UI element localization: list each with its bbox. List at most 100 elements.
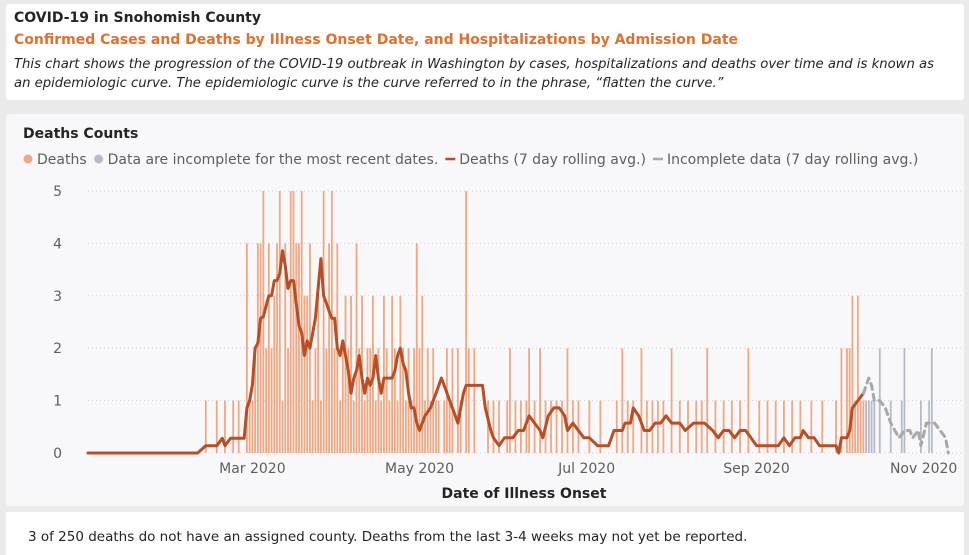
deaths-chart[interactable]: Deaths Counts Deaths Data are incomplete … <box>6 114 964 506</box>
death-bar <box>550 400 552 453</box>
death-bar <box>380 400 383 453</box>
y-tick-label: 4 <box>53 236 62 252</box>
page-subtitle: Confirmed Cases and Deaths by Illness On… <box>14 32 739 48</box>
death-bar <box>514 400 517 453</box>
legend-item: Data are incomplete for the most recent … <box>94 152 438 168</box>
death-bar <box>306 295 309 453</box>
death-bar <box>774 400 777 453</box>
death-bar <box>382 295 385 453</box>
y-axis: 0 1 2 3 4 5 <box>53 184 62 462</box>
death-bar <box>862 400 865 453</box>
death-bar <box>632 400 635 453</box>
death-bar <box>333 348 336 453</box>
incomplete-bar <box>920 400 922 453</box>
death-bar <box>418 348 421 453</box>
incomplete-rolling-avg-line <box>861 376 950 455</box>
death-bar <box>566 348 569 453</box>
death-bar <box>848 348 851 453</box>
x-tick-label: Jul 2020 <box>557 461 615 477</box>
death-bar <box>352 400 355 453</box>
death-bar <box>404 400 407 453</box>
death-bar <box>319 400 322 453</box>
legend-item: Deaths <box>23 152 87 168</box>
legend-label: Deaths <box>37 152 87 168</box>
death-bar <box>465 191 467 453</box>
death-bar <box>791 400 794 453</box>
death-bar <box>278 191 281 453</box>
death-bar <box>347 348 350 453</box>
death-bar <box>429 400 432 453</box>
footer-card: 3 of 250 deaths do not have an assigned … <box>6 512 964 555</box>
incomplete-bar <box>930 348 933 453</box>
chart-title: Deaths Counts <box>23 126 138 142</box>
legend-label: Incomplete data (7 day rolling avg.) <box>667 152 918 168</box>
death-bar <box>695 400 698 453</box>
death-bar <box>424 400 426 453</box>
death-bar <box>615 400 618 453</box>
death-bar <box>350 295 352 453</box>
death-bar <box>588 400 591 453</box>
death-bar <box>328 243 331 453</box>
page-title: COVID-19 in Snohomish County <box>14 10 261 26</box>
x-tick-label: May 2020 <box>385 461 454 477</box>
death-bar <box>487 400 489 453</box>
death-bar <box>385 348 388 453</box>
death-bar <box>706 348 709 453</box>
chart-description: This chart shows the progression of the … <box>14 57 934 91</box>
death-bar <box>232 400 235 453</box>
rolling-average-lines <box>86 249 950 455</box>
death-bar <box>322 191 325 453</box>
death-bar <box>374 400 377 453</box>
death-bar <box>366 348 369 453</box>
death-bar <box>325 348 328 453</box>
death-bar <box>224 400 226 453</box>
death-bar <box>539 348 541 453</box>
y-tick-label: 1 <box>53 394 62 410</box>
death-bar <box>284 243 287 453</box>
death-bar <box>265 348 267 453</box>
death-bar <box>722 400 725 453</box>
y-tick-label: 3 <box>53 289 62 305</box>
incomplete-bar <box>903 348 906 453</box>
death-bar <box>317 295 320 453</box>
death-bar <box>289 191 292 453</box>
death-bar <box>369 348 372 453</box>
death-bar <box>314 348 317 453</box>
death-bar <box>519 400 522 453</box>
death-bar <box>859 400 862 453</box>
death-bar <box>730 400 733 453</box>
death-bar <box>572 400 574 453</box>
death-bar <box>330 191 333 453</box>
death-bar <box>446 348 448 453</box>
death-bar <box>281 400 284 453</box>
death-bar <box>577 400 580 453</box>
death-bar <box>413 348 415 453</box>
death-bar <box>451 348 454 453</box>
death-bar <box>377 348 380 453</box>
death-bar <box>473 348 476 453</box>
death-bar <box>435 400 437 453</box>
x-axis: Mar 2020 May 2020 Jul 2020 Sep 2020 Nov 2020 <box>219 461 957 477</box>
death-bar <box>287 348 289 453</box>
death-bar <box>215 400 218 453</box>
y-tick-label: 5 <box>53 184 62 200</box>
header-card: COVID-19 in Snohomish County Confirmed C… <box>6 4 964 100</box>
death-bar <box>835 400 837 453</box>
death-bar <box>339 400 341 453</box>
death-bar <box>402 348 404 453</box>
y-tick-label: 0 <box>53 446 62 462</box>
chart-legend: Deaths Data are incomplete for the most r… <box>23 152 918 168</box>
death-bar <box>254 348 257 453</box>
death-bar <box>300 191 303 453</box>
death-bar <box>421 295 424 453</box>
death-bar <box>626 400 629 453</box>
death-bar <box>399 295 402 453</box>
death-bar <box>840 348 843 453</box>
legend-marker <box>23 154 33 164</box>
death-bar <box>646 400 648 453</box>
death-bar <box>388 400 391 453</box>
death-bar <box>437 400 440 453</box>
death-bar <box>259 243 262 453</box>
death-bar <box>267 243 270 453</box>
death-bar <box>492 400 495 453</box>
